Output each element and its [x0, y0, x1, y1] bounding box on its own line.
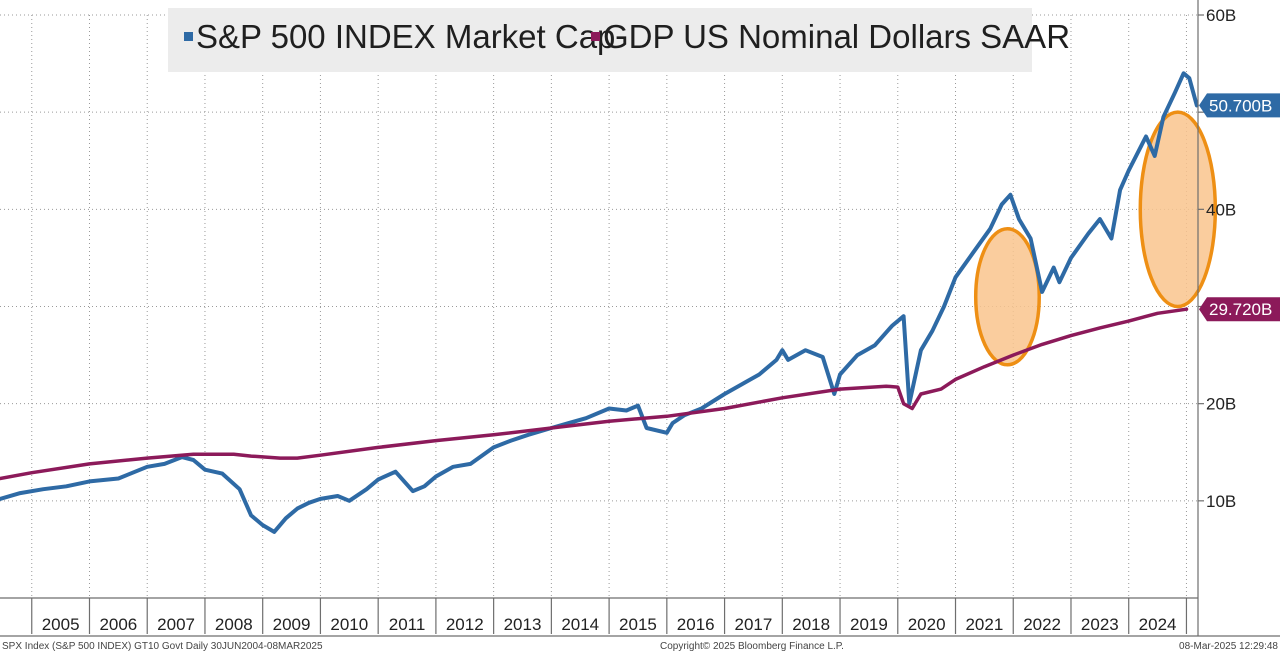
value-tag-layer: 50.700B 29.720B	[1199, 93, 1280, 322]
x-tick-label: 2018	[792, 615, 830, 634]
x-tick-label: 2016	[677, 615, 715, 634]
footer-center: Copyright© 2025 Bloomberg Finance L.P.	[660, 641, 844, 652]
x-tick-label: 2008	[215, 615, 253, 634]
y-tick-label: 10B	[1206, 492, 1236, 511]
x-tick-label: 2019	[850, 615, 888, 634]
legend-entry-sp500: S&P 500 INDEX Market Cap	[196, 18, 615, 55]
y-tick-label: 20B	[1206, 395, 1236, 414]
legend-swatch-sp500	[184, 32, 193, 41]
highlight-layer	[973, 110, 1218, 367]
last-value-tag-gdp	[1199, 297, 1280, 322]
footer: SPX Index (S&P 500 INDEX) GT10 Govt Dail…	[2, 641, 1278, 652]
x-tick-label: 2023	[1081, 615, 1119, 634]
last-value-label-sp500: 50.700B	[1209, 96, 1272, 115]
x-tick-label: 2013	[504, 615, 542, 634]
x-tick-label: 2024	[1139, 615, 1177, 634]
series-layer	[0, 71, 1199, 534]
legend: S&P 500 INDEX Market Cap GDP US Nominal …	[168, 8, 1070, 72]
y-tick-label: 60B	[1206, 6, 1236, 25]
x-tick-label: 2010	[330, 615, 368, 634]
x-tick-label: 2007	[157, 615, 195, 634]
x-tick-label: 2012	[446, 615, 484, 634]
last-value-tag-sp500	[1199, 93, 1280, 118]
x-tick-label: 2014	[561, 615, 599, 634]
x-tick-label: 2009	[273, 615, 311, 634]
x-tick-label: 2021	[965, 615, 1003, 634]
x-tick-label: 2011	[389, 615, 426, 634]
series-line-gdp	[0, 307, 1189, 481]
legend-entry-gdp: GDP US Nominal Dollars SAAR	[603, 18, 1070, 55]
x-tick-label: 2006	[99, 615, 137, 634]
highlight-ellipse	[1138, 110, 1218, 309]
footer-left: SPX Index (S&P 500 INDEX) GT10 Govt Dail…	[2, 641, 323, 652]
last-value-label-gdp: 29.720B	[1209, 300, 1272, 319]
y-tick-label: 40B	[1206, 200, 1236, 219]
legend-swatch-gdp	[591, 32, 600, 41]
highlight-ellipse	[973, 227, 1041, 367]
footer-right: 08-Mar-2025 12:29:48	[1179, 641, 1278, 652]
x-tick-label: 2015	[619, 615, 657, 634]
axis-layer: 10B 20B 40B 60B 2005 2006 2007 2008 2009 2010 2011…	[0, 0, 1280, 637]
x-tick-label: 2022	[1023, 615, 1061, 634]
x-tick-label: 2020	[908, 615, 946, 634]
x-tick-label: 2005	[42, 615, 80, 634]
x-tick-label: 2017	[735, 615, 773, 634]
